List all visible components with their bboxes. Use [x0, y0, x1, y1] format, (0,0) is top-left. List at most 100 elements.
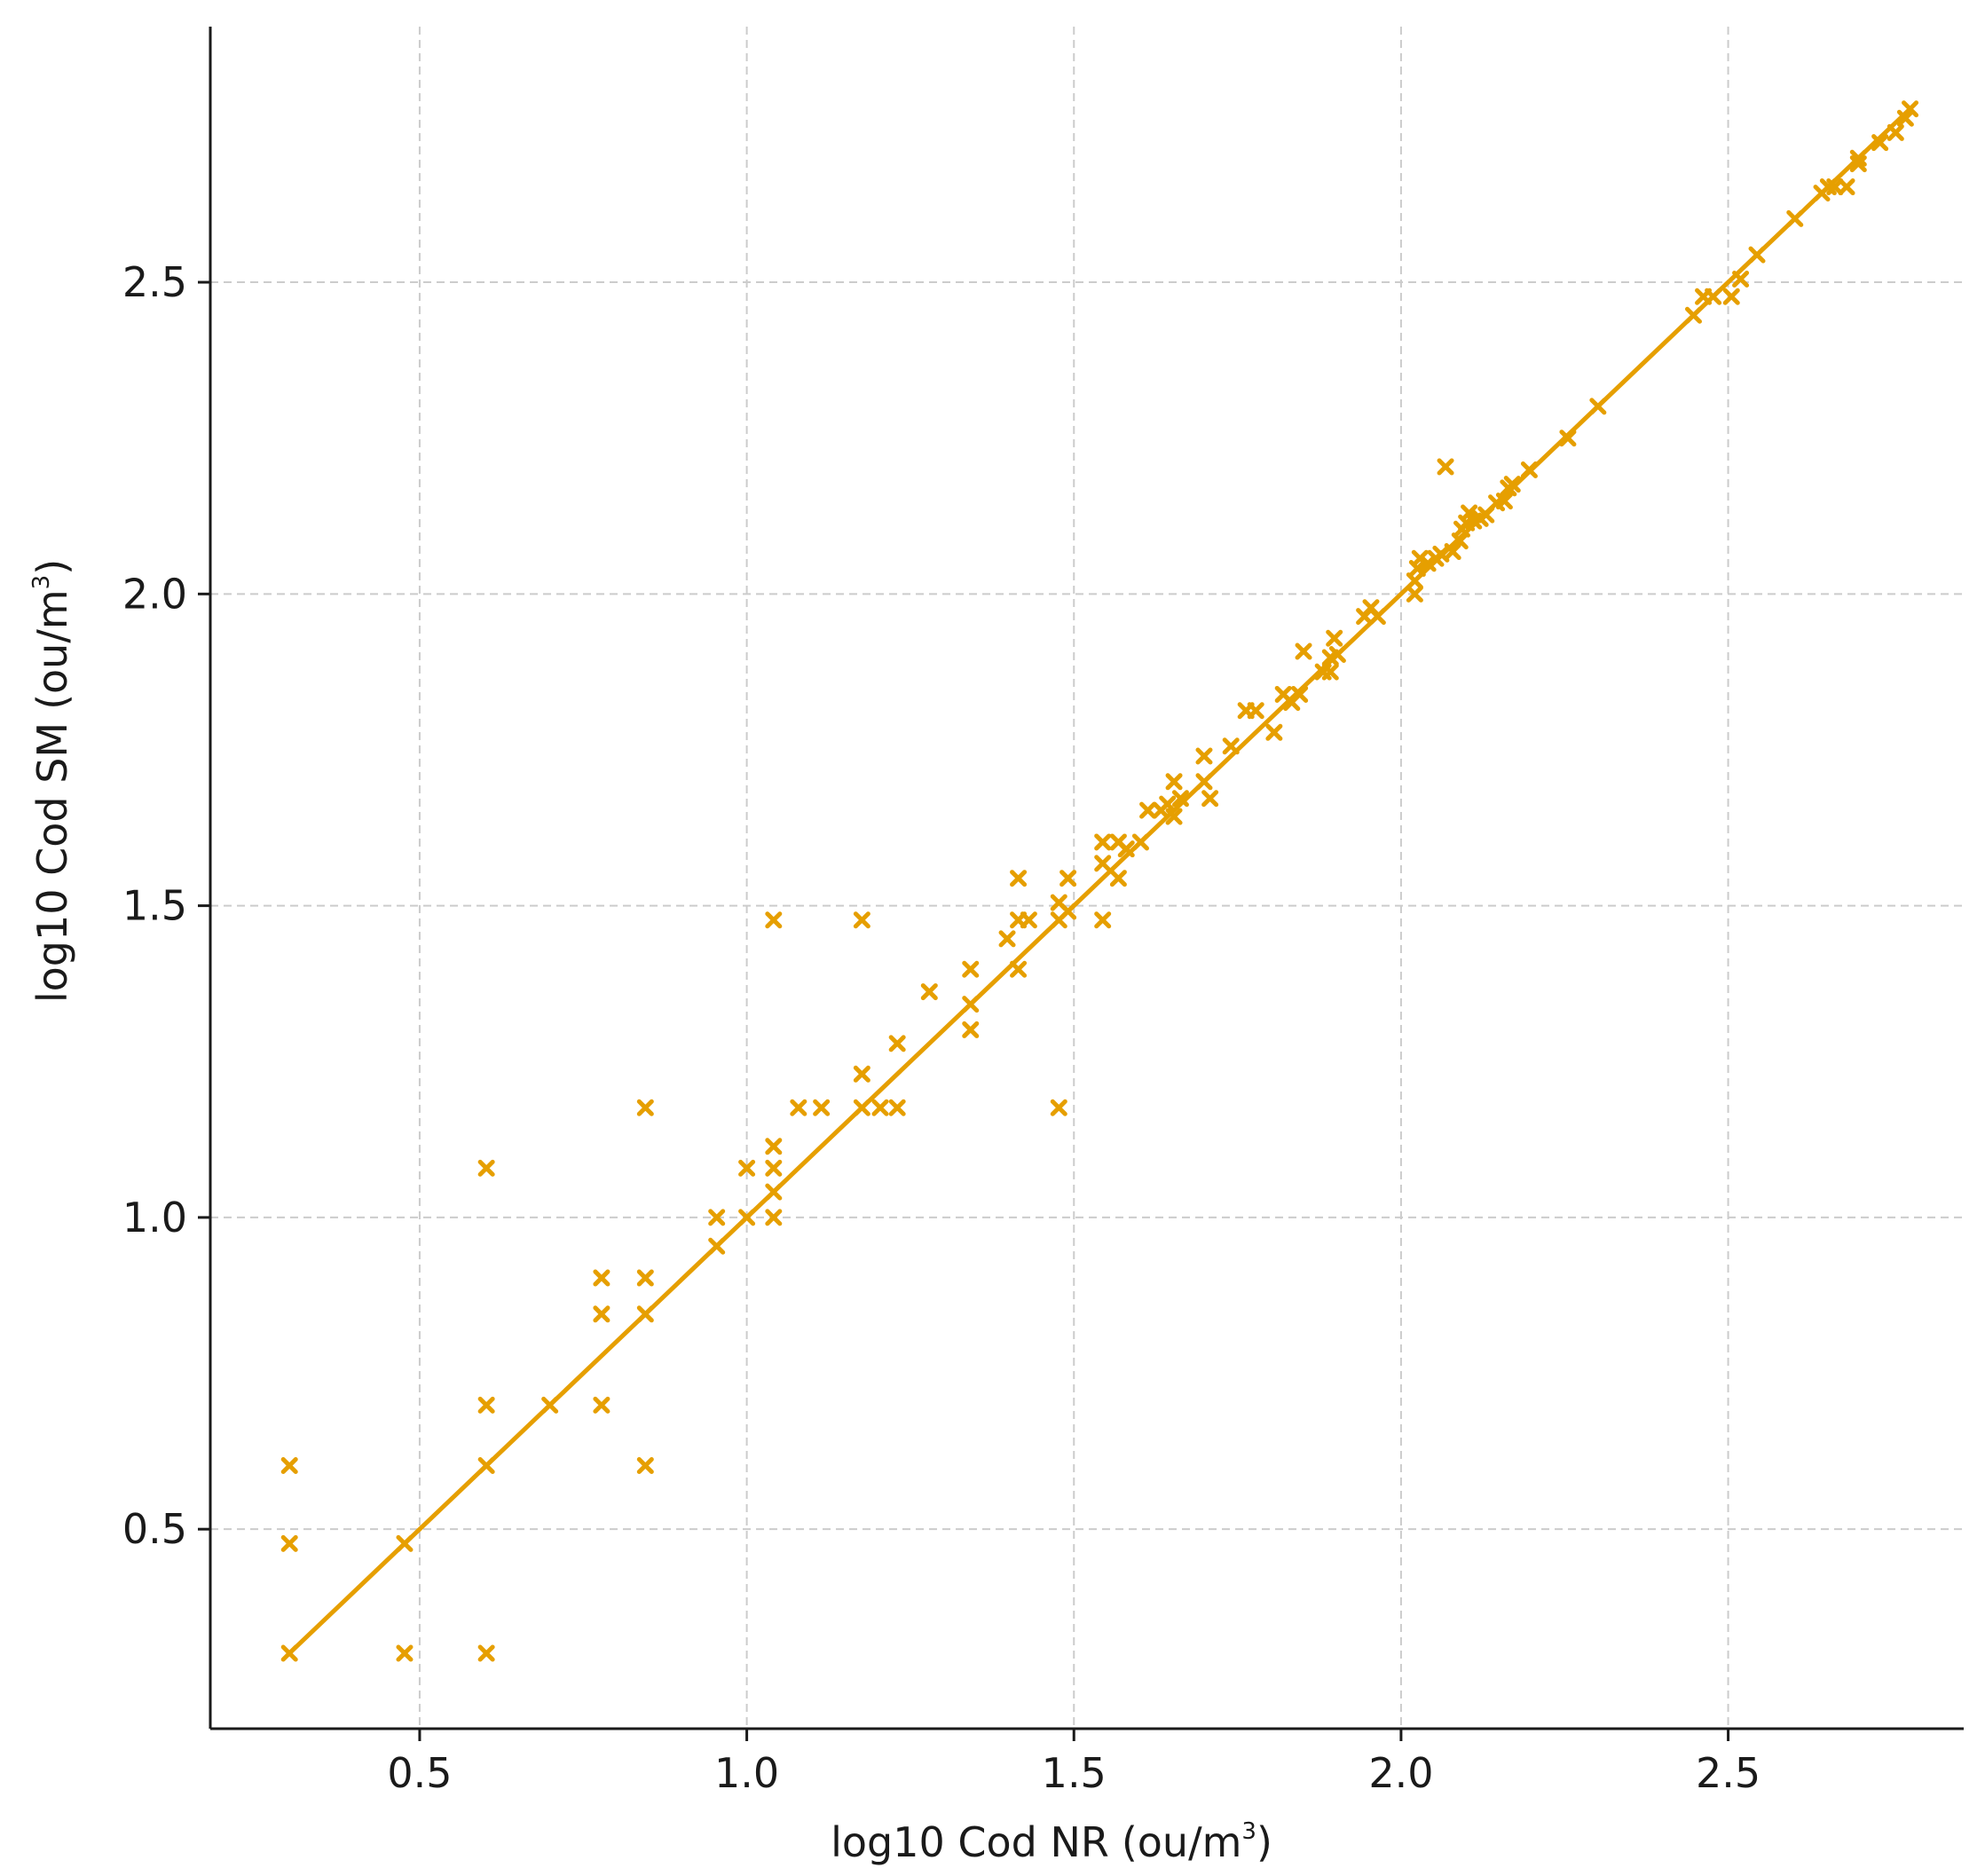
data-point-marker	[708, 1237, 726, 1255]
data-point-marker	[888, 1035, 906, 1052]
data-point-marker	[1722, 288, 1740, 305]
data-points	[280, 100, 1919, 1662]
data-point-marker	[765, 1209, 783, 1226]
data-point-marker	[1059, 870, 1077, 887]
data-point-marker	[1437, 458, 1454, 476]
data-point-marker	[1159, 795, 1177, 813]
data-point-marker	[853, 911, 870, 929]
data-point-marker	[541, 1396, 559, 1414]
y-axis-title: log10 Cod SM(ou/m3)	[28, 559, 76, 1003]
data-point-marker	[1109, 870, 1127, 887]
data-point-marker	[765, 1138, 783, 1155]
data-point-marker	[477, 1159, 495, 1177]
y-tick-label: 1.5	[122, 882, 187, 930]
data-point-marker	[1896, 109, 1914, 127]
fit-line	[287, 106, 1913, 1656]
x-tick-label: 0.5	[387, 1749, 452, 1797]
tick-labels: 0.5 1.0 1.5 2.0 2.5 0.5 1.0 1.5 2.0 2.5	[122, 258, 1761, 1797]
data-point-marker	[1368, 608, 1386, 626]
data-point-marker	[853, 1099, 870, 1116]
data-point-marker	[708, 1209, 726, 1226]
data-point-marker	[1684, 306, 1702, 324]
data-point-marker	[998, 930, 1016, 948]
data-point-marker	[1849, 149, 1867, 167]
data-point-marker	[1050, 1099, 1067, 1116]
data-point-marker	[920, 983, 938, 1001]
data-point-marker	[1201, 790, 1219, 808]
data-point-marker	[1165, 773, 1183, 791]
data-point-marker	[1059, 903, 1077, 920]
data-point-marker	[1010, 960, 1028, 978]
data-point-marker	[396, 1644, 414, 1662]
data-point-marker	[1094, 855, 1112, 872]
data-point-marker	[396, 1534, 414, 1552]
data-point-marker	[1265, 723, 1283, 741]
data-point-marker	[1559, 430, 1577, 447]
data-point-marker	[636, 1269, 654, 1287]
x-tick-label: 2.0	[1368, 1749, 1433, 1797]
data-point-marker	[1139, 801, 1157, 819]
data-point-marker	[888, 1099, 906, 1116]
data-point-marker	[765, 1159, 783, 1177]
y-tick-label: 1.0	[122, 1194, 187, 1241]
data-point-marker	[1010, 870, 1028, 887]
data-point-marker	[1520, 461, 1538, 479]
data-point-marker	[1748, 246, 1766, 264]
y-tick-label: 2.0	[122, 570, 187, 618]
data-point-marker	[1902, 100, 1919, 118]
data-point-marker	[1589, 398, 1607, 415]
data-point-marker	[1328, 645, 1346, 663]
fit-line-layer	[287, 106, 1913, 1656]
data-point-marker	[1291, 685, 1309, 703]
x-axis-title: log10 Cod NR (ou/m3)	[831, 1818, 1272, 1866]
data-point-marker	[280, 1534, 298, 1552]
data-point-marker	[853, 1065, 870, 1083]
data-point-marker	[1461, 504, 1478, 522]
data-point-marker	[1321, 663, 1339, 681]
data-point-marker	[1195, 773, 1213, 791]
data-point-marker	[1786, 209, 1804, 227]
data-point-marker	[1171, 790, 1189, 808]
data-point-marker	[1247, 702, 1264, 720]
y-tick-label: 2.5	[122, 258, 187, 306]
data-point-marker	[1444, 543, 1461, 561]
data-point-marker	[636, 1457, 654, 1475]
data-point-marker	[1222, 737, 1240, 755]
data-point-marker	[962, 1021, 980, 1038]
data-point-marker	[738, 1209, 756, 1226]
axes	[198, 27, 1964, 1741]
data-point-marker	[765, 911, 783, 929]
data-point-marker	[477, 1644, 495, 1662]
data-point-marker	[1295, 642, 1312, 660]
data-point-marker	[1503, 476, 1521, 493]
data-point-marker	[1117, 840, 1135, 858]
data-point-marker	[813, 1099, 831, 1116]
data-point-marker	[962, 996, 980, 1013]
data-point-marker	[1887, 123, 1904, 141]
data-point-marker	[593, 1305, 610, 1323]
data-point-marker	[1732, 271, 1750, 288]
data-point-marker	[738, 1159, 756, 1177]
data-point-marker	[871, 1099, 889, 1116]
data-point-marker	[1020, 911, 1037, 929]
data-point-marker	[790, 1099, 807, 1116]
x-tick-label: 2.5	[1696, 1749, 1761, 1797]
x-tick-label: 1.5	[1042, 1749, 1107, 1797]
data-point-marker	[1094, 833, 1112, 851]
data-point-marker	[1406, 585, 1423, 603]
data-point-marker	[477, 1396, 495, 1414]
data-point-marker	[1871, 134, 1889, 152]
data-point-marker	[280, 1457, 298, 1475]
data-point-marker	[1165, 808, 1183, 825]
x-tick-label: 1.0	[714, 1749, 779, 1797]
data-point-marker	[1195, 747, 1213, 765]
data-point-marker	[1826, 178, 1844, 196]
grid-lines	[210, 27, 1964, 1729]
data-point-marker	[593, 1269, 610, 1287]
data-point-marker	[477, 1457, 495, 1475]
data-point-marker	[636, 1099, 654, 1116]
data-point-marker	[1326, 629, 1343, 647]
data-point-marker	[1495, 493, 1513, 510]
data-point-marker	[1131, 833, 1149, 851]
